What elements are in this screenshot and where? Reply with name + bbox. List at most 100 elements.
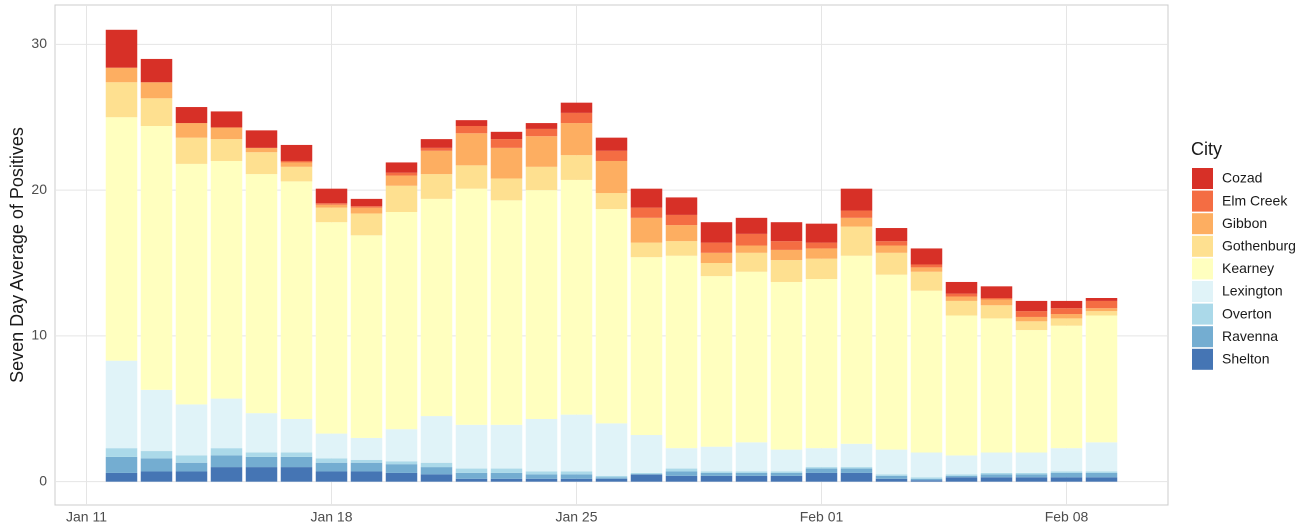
bar-segment [875, 475, 908, 479]
bar-segment [420, 467, 453, 475]
bar-segment [140, 458, 173, 472]
bar-segment [805, 468, 838, 473]
bar-segment [245, 147, 278, 153]
legend-swatch [1192, 190, 1213, 212]
bar-segment [280, 456, 313, 468]
bar-segment [875, 241, 908, 246]
bar-segment [525, 190, 558, 419]
bar-segment [770, 260, 803, 282]
bar-segment [455, 133, 488, 166]
bar-segment [1050, 318, 1083, 326]
bar-segment [175, 462, 208, 472]
bar-segment [770, 471, 803, 473]
bar-segment [980, 474, 1013, 478]
bar-segment [455, 424, 488, 469]
bar-segment [980, 472, 1013, 475]
bar-segment [525, 128, 558, 137]
bar-segment [805, 248, 838, 259]
bar-segment [735, 217, 768, 234]
bar-segment [105, 448, 138, 457]
bar-segment [665, 225, 698, 242]
bar-segment [350, 198, 383, 207]
bar-segment [910, 271, 943, 291]
bar-segment [1015, 330, 1048, 453]
bar-segment [1015, 472, 1048, 475]
bar-segment [455, 472, 488, 479]
bar-segment [420, 150, 453, 175]
bar-segment [1015, 477, 1048, 482]
bar-segment [245, 413, 278, 453]
bar-segment [175, 137, 208, 164]
bar-segment [420, 416, 453, 463]
bar-segment [525, 136, 558, 167]
bar-segment [595, 209, 628, 424]
bar-segment [350, 459, 383, 463]
bar-segment [595, 193, 628, 210]
bar-segment [910, 480, 943, 482]
bar-segment [490, 178, 523, 201]
legend-label: Cozad [1222, 170, 1262, 186]
bar-segment [525, 123, 558, 129]
bar-segment [630, 257, 663, 436]
bar-segment [945, 293, 978, 297]
bar-segment [315, 471, 348, 482]
bar-segment [245, 452, 278, 457]
bar-segment [560, 102, 593, 113]
bar-segment [560, 179, 593, 415]
legend-label: Shelton [1222, 351, 1269, 367]
bar-segment [245, 130, 278, 148]
bar-segment [175, 471, 208, 482]
bar-segment [245, 152, 278, 175]
bar-segment [140, 98, 173, 126]
bar-segment [385, 472, 418, 482]
bar-segment [945, 477, 978, 482]
bar-segment [420, 462, 453, 468]
bar-segment [630, 207, 663, 218]
bar-segment [875, 228, 908, 242]
bar-segment [385, 162, 418, 173]
bar-segment [735, 252, 768, 272]
bar-segment [490, 468, 523, 473]
bar-segment [1085, 442, 1118, 472]
bar-segment [980, 452, 1013, 473]
bar-segment [420, 198, 453, 417]
bar-segment [350, 437, 383, 460]
bar-segment [210, 467, 243, 482]
bar-segment [875, 245, 908, 253]
bar-segment [1050, 314, 1083, 319]
bar-segment [455, 120, 488, 126]
bar-segment [350, 471, 383, 482]
bar-segment [910, 248, 943, 265]
bar-segment [630, 217, 663, 243]
bar-segment [315, 222, 348, 434]
bar-segment [280, 181, 313, 419]
bar-segment [490, 131, 523, 140]
bar-segment [875, 478, 908, 482]
bar-segment [315, 462, 348, 472]
legend-label: Lexington [1222, 283, 1283, 299]
bar-segment [455, 468, 488, 473]
bar-segment [980, 286, 1013, 299]
bar-segment [455, 125, 488, 134]
bar-segment [140, 389, 173, 452]
bar-segment [455, 165, 488, 189]
bar-segment [875, 252, 908, 275]
bar-segment [105, 29, 138, 68]
legend-swatch [1192, 213, 1213, 235]
bar-segment [1015, 316, 1048, 322]
bar-segment [735, 442, 768, 472]
legend-swatch [1192, 235, 1213, 257]
bar-segment [910, 478, 943, 481]
bar-segment [840, 210, 873, 218]
bar-segment [105, 360, 138, 449]
bar-segment [840, 472, 873, 482]
bar-segment [455, 478, 488, 482]
bar-segment [490, 200, 523, 425]
bar-segment [875, 474, 908, 476]
bar-segment [840, 468, 873, 473]
bar-segment [385, 211, 418, 430]
bar-segment [805, 472, 838, 482]
bar-segment [420, 139, 453, 148]
bar-segment [525, 474, 558, 479]
bar-segment [840, 443, 873, 468]
